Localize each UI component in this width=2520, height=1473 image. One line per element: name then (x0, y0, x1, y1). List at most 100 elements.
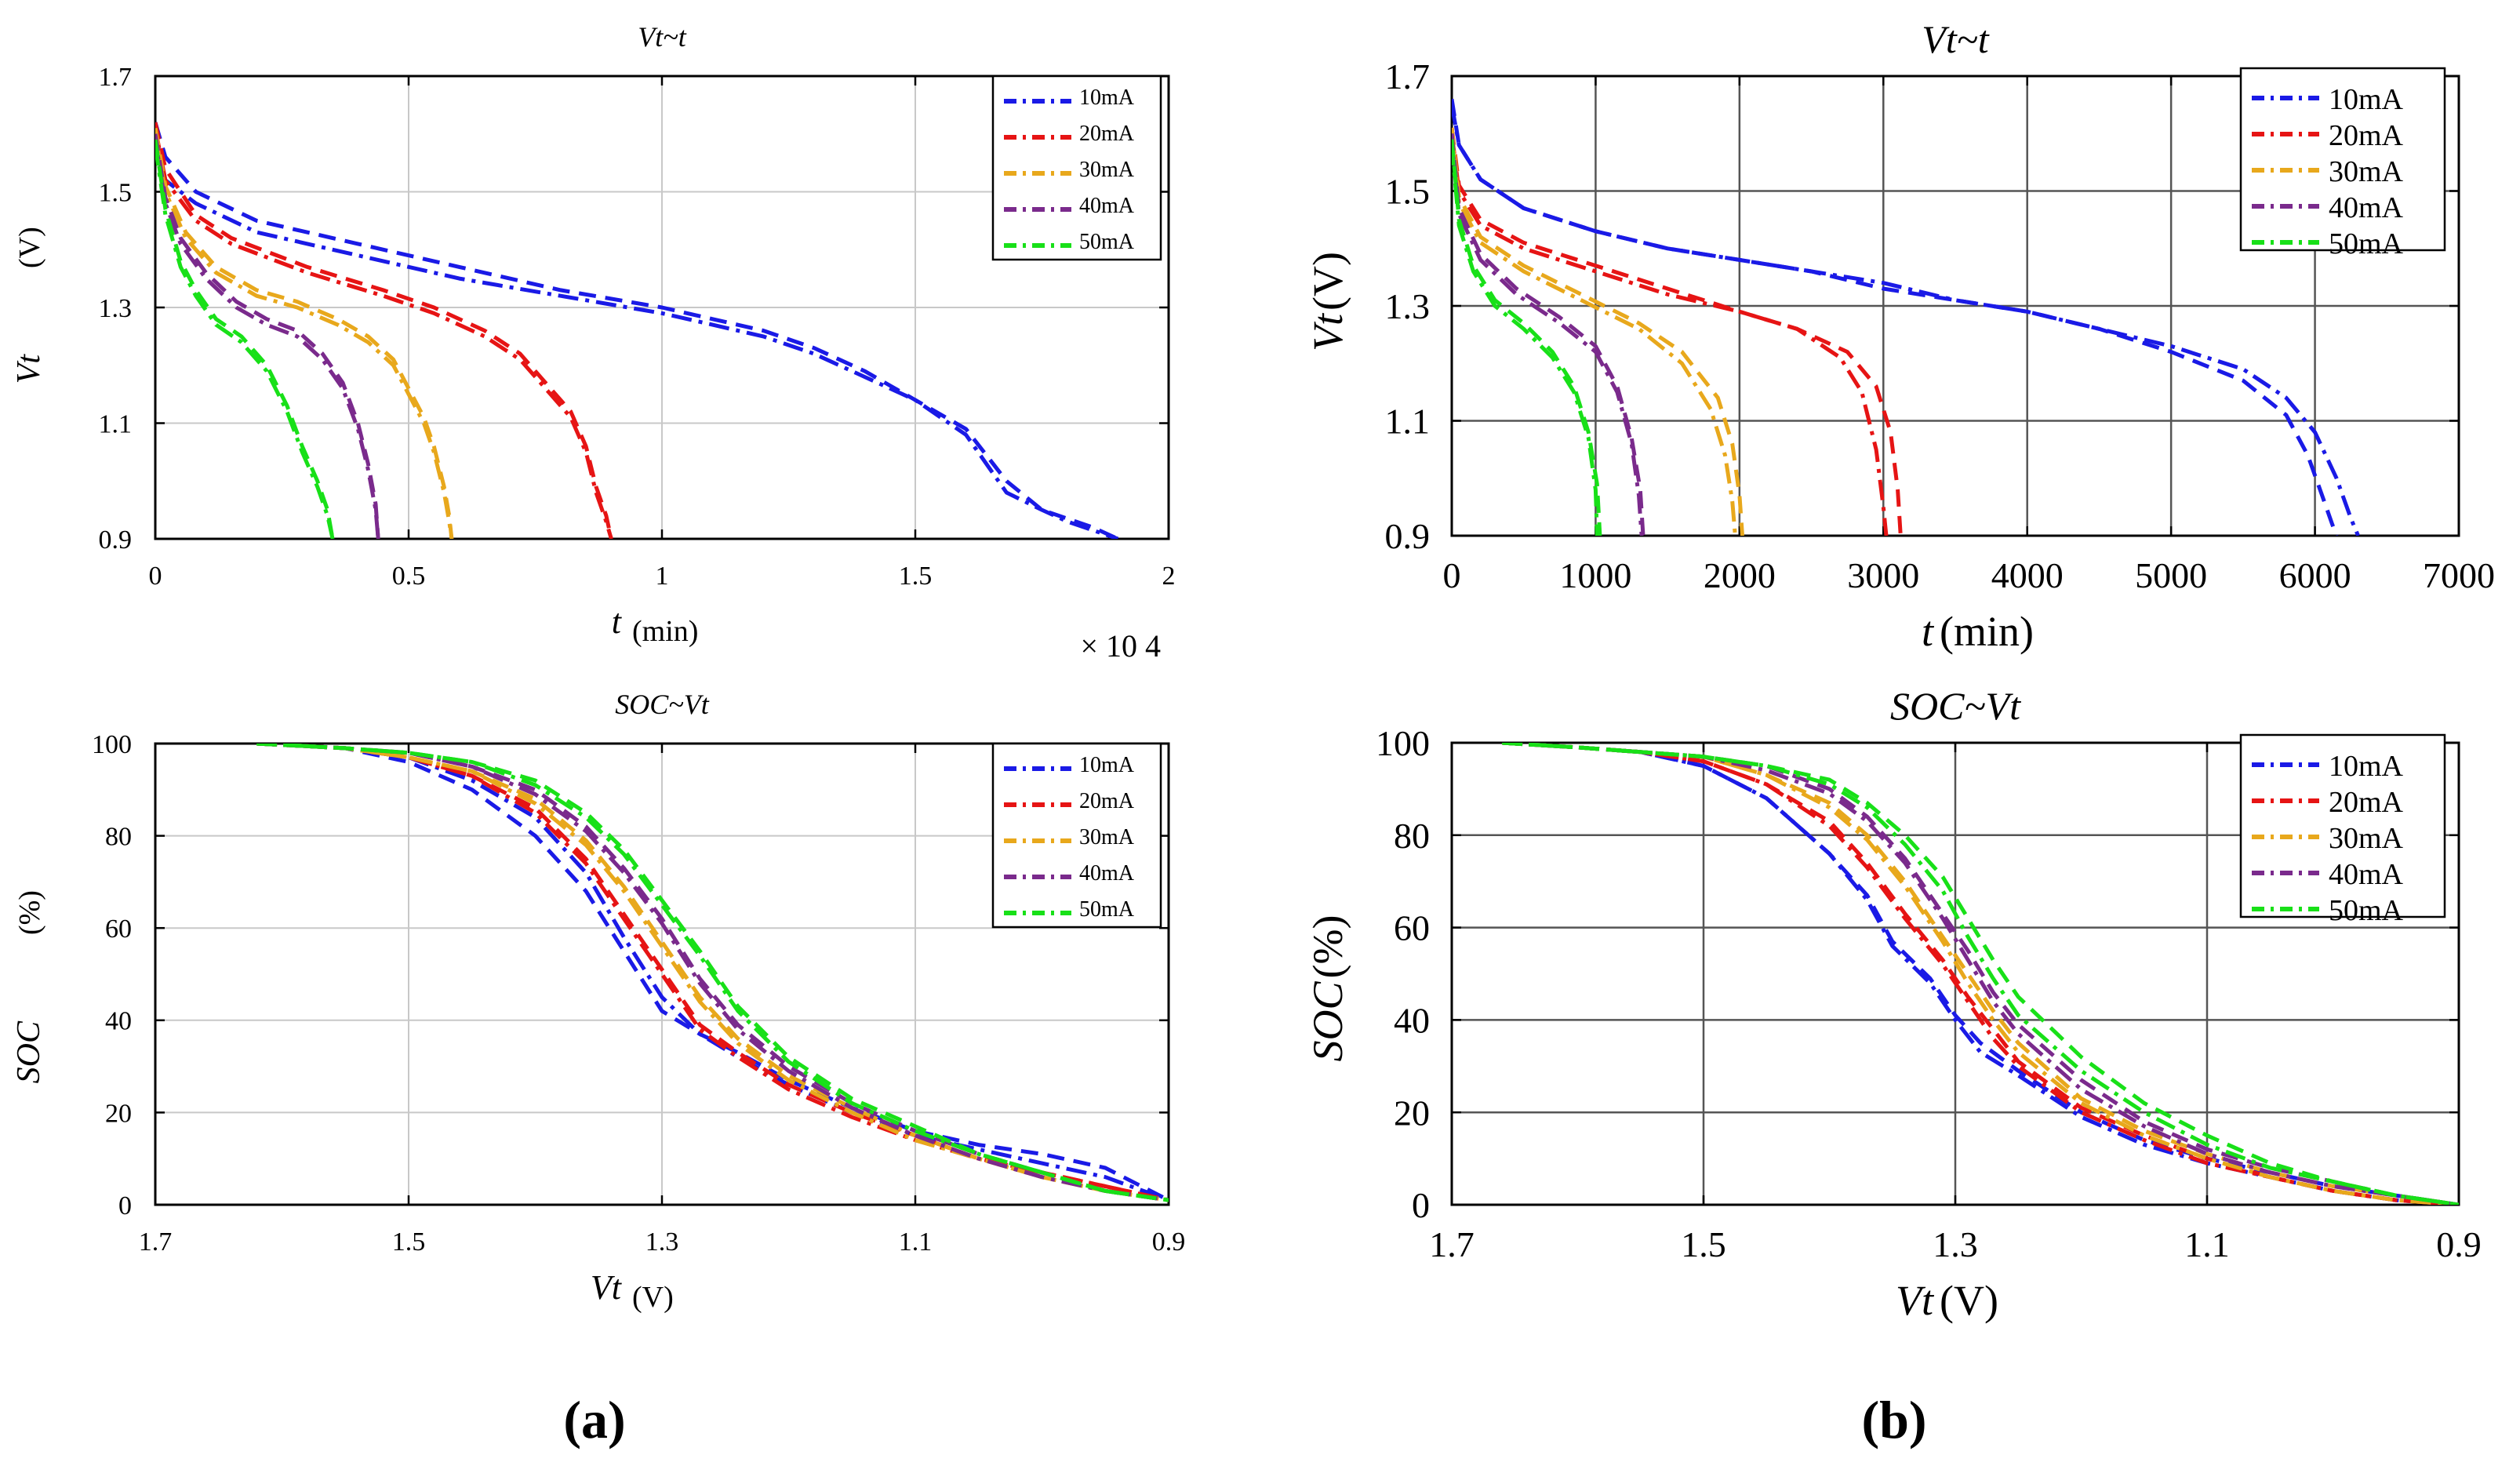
x-axis-label: t (1922, 608, 1935, 655)
x-tick-label: 1.5 (1681, 1224, 1726, 1264)
x-tick-label: 0.9 (1152, 1228, 1186, 1257)
legend-label: 10mA (2329, 750, 2404, 783)
y-axis-label: Vt (11, 354, 47, 384)
series-line-20mA-model (1452, 127, 1903, 536)
x-exponent-label: × 10 4 (1080, 628, 1161, 664)
legend-box (991, 75, 1162, 261)
legend-label: 40mA (2329, 191, 2404, 224)
y-axis-label: SOC (11, 1020, 47, 1083)
y-tick-label: 1.7 (1385, 56, 1431, 96)
x-tick-label: 2 (1162, 562, 1176, 591)
x-tick-label: 0.5 (392, 562, 426, 591)
x-tick-label: 0.9 (2436, 1224, 2482, 1264)
x-tick-label: 0 (149, 562, 162, 591)
chart-title: Vt~t (638, 21, 686, 53)
series-line-50mA-model (256, 744, 1169, 1202)
chart-b-top: 0 1000 2000 3000 4000 5000 6000 7000 0.9 1.1 1.3 1.… (1304, 17, 2495, 655)
y-tick-label: 20 (105, 1099, 132, 1128)
legend-box (991, 742, 1162, 929)
y-axis-unit: (%) (1304, 915, 1351, 979)
legend-label: 40mA (1079, 861, 1135, 886)
legend-label: 30mA (2329, 822, 2404, 855)
series-line-10mA-model (256, 744, 1169, 1202)
legend-box (2239, 67, 2446, 252)
series-group (1502, 743, 2459, 1205)
series-line-10mA-model (155, 122, 1119, 539)
y-tick-label: 60 (1394, 908, 1430, 948)
legend-label: 50mA (1079, 230, 1135, 254)
y-tick-label: 80 (105, 823, 132, 852)
series-line-40mA-model (1452, 133, 1645, 536)
y-tick-label: 100 (1376, 723, 1430, 763)
y-axis-label-group: SOC (%) (11, 890, 47, 1083)
x-tick-label: 3000 (1847, 555, 1919, 595)
legend-label: 30mA (2329, 155, 2404, 188)
y-tick-label: 1.3 (99, 294, 133, 323)
x-tick-label: 1.7 (139, 1228, 173, 1257)
legend-label: 20mA (1079, 789, 1135, 813)
legend-label: 10mA (1079, 753, 1135, 777)
y-tick-label: 0.9 (1385, 516, 1431, 556)
series-line-10mA-measured (155, 133, 1119, 539)
x-tick-label: 6000 (2279, 555, 2351, 595)
y-tick-label: 0.9 (99, 526, 133, 555)
chart-title: SOC~Vt (1890, 684, 2021, 728)
x-tick-label: 1.1 (899, 1228, 933, 1257)
x-tick-label: 1.1 (2184, 1224, 2230, 1264)
x-tick-label: 5000 (2135, 555, 2207, 595)
series-line-20mA-model (155, 122, 613, 539)
chart-b-bottom: 1.7 1.5 1.3 1.1 0.9 0 20 40 60 80 100 SOC~Vt Vt (V) SO… (1304, 684, 2482, 1324)
x-axis-unit: (min) (1940, 608, 2034, 655)
y-tick-label: 0 (1412, 1185, 1430, 1225)
legend-box (2239, 733, 2446, 918)
x-tick-label: 2000 (1704, 555, 1776, 595)
y-tick-label: 0 (118, 1191, 132, 1220)
y-tick-label: 1.3 (1385, 286, 1431, 326)
y-tick-label: 1.1 (99, 409, 133, 438)
y-tick-label: 40 (1394, 1001, 1430, 1041)
legend-label: 10mA (2329, 83, 2404, 116)
series-line-30mA-measured (1452, 133, 1737, 536)
legend-label: 20mA (2329, 786, 2404, 819)
y-tick-label: 60 (105, 915, 132, 944)
y-tick-label: 80 (1394, 816, 1430, 856)
x-tick-label: 1 (656, 562, 669, 591)
x-axis-label: t (612, 602, 623, 641)
x-tick-label: 0 (1443, 555, 1461, 595)
x-axis-label: Vt (1896, 1277, 1935, 1324)
y-axis-unit: (%) (13, 890, 46, 935)
x-axis-unit: (min) (632, 615, 698, 648)
y-tick-label: 1.5 (99, 178, 133, 207)
series-line-20mA-model (1502, 743, 2459, 1205)
x-tick-label: 1.7 (1429, 1224, 1475, 1264)
legend-label: 50mA (2329, 894, 2404, 927)
series-group (256, 744, 1169, 1202)
series-line-30mA-model (1452, 127, 1744, 536)
legend-label: 20mA (1079, 122, 1135, 146)
y-tick-label: 1.5 (1385, 172, 1431, 212)
x-tick-label: 1.5 (899, 562, 933, 591)
x-axis-unit: (V) (1940, 1277, 1998, 1324)
x-tick-label: 1.3 (1933, 1224, 1978, 1264)
legend-label: 30mA (1079, 825, 1135, 849)
series-line-40mA-model (155, 133, 380, 539)
x-axis-label: Vt (591, 1268, 623, 1307)
series-line-20mA-measured (155, 127, 613, 539)
y-tick-label: 1.1 (1385, 402, 1431, 442)
y-axis-unit: (V) (1304, 252, 1351, 311)
y-axis-label-group: Vt(V) (1304, 252, 1351, 351)
y-axis-label: SOC (1304, 981, 1351, 1062)
y-axis-unit: (V) (13, 227, 46, 268)
panel-label-a: (a) (563, 1390, 625, 1449)
chart-a-bottom: 1.7 1.5 1.3 1.1 0.9 0 20 40 60 80 100 SOC~Vt Vt (V) SO… (11, 689, 1185, 1314)
y-axis-label-group: Vt (V) (11, 227, 47, 384)
chart-title: Vt~t (1922, 17, 1989, 61)
legend-label: 20mA (2329, 119, 2404, 152)
x-tick-label: 4000 (1991, 555, 2064, 595)
x-axis-unit: (V) (632, 1281, 674, 1314)
